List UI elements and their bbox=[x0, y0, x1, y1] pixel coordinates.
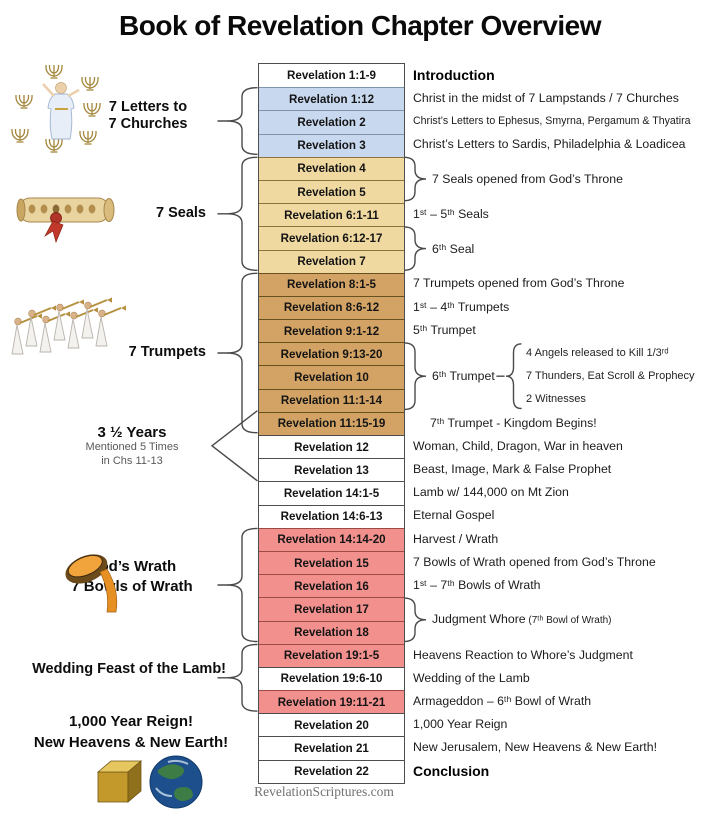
chapter-box: Revelation 8:6-12 bbox=[259, 295, 404, 320]
label-line: 7 Bowls of Wrath bbox=[71, 578, 193, 595]
chapter-box: Revelation 20 bbox=[259, 713, 404, 737]
chapter-box: Revelation 14:1-5 bbox=[259, 481, 404, 505]
chapter-box: Revelation 22 bbox=[259, 759, 404, 783]
chapter-box: Revelation 19:11-21 bbox=[259, 690, 404, 714]
chapter-note: Beast, Image, Mark & False Prophet bbox=[413, 462, 612, 476]
chapter-note: Wedding of the Lamb bbox=[413, 670, 530, 685]
chapter-box: Revelation 14:6-13 bbox=[259, 504, 404, 528]
christ-among-lampstands-image bbox=[11, 64, 101, 153]
chapter-box: Revelation 8:1-5 bbox=[259, 272, 404, 296]
chapter-note: Armageddon – 6ᵗʰ Bowl of Wrath bbox=[413, 694, 592, 708]
chapter-box: Revelation 11:15-19 bbox=[259, 411, 404, 435]
chapter-box: Revelation 21 bbox=[259, 736, 404, 760]
chapter-note: 4 Angels released to Kill 1/3ʳᵈ bbox=[526, 347, 669, 359]
chapter-note: Christ’s Letters to Sardis, Philadelphia… bbox=[413, 137, 686, 152]
chapter-note: Heavens Reaction to Whore’s Judgment bbox=[413, 647, 633, 662]
chapter-box: Revelation 2 bbox=[259, 110, 404, 134]
chapter-note: 6ᵗʰ Seal bbox=[432, 241, 475, 256]
chapter-note: 1ˢᵗ – 4ᵗʰ Trumpets bbox=[413, 299, 510, 314]
label-gods-wrath: God’s Wrath 7 Bowls of Wrath bbox=[38, 557, 226, 597]
label-line: New Heavens & New Earth! bbox=[33, 734, 229, 751]
chapter-note: 7 Thunders, Eat Scroll & Prophecy bbox=[526, 370, 695, 383]
label-1000-year-reign: 1,000 Year Reign! New Heavens & New Eart… bbox=[12, 711, 250, 753]
chapter-box: Revelation 16 bbox=[259, 574, 404, 598]
chapter-note: Woman, Child, Dragon, War in heaven bbox=[413, 438, 623, 453]
chapter-box: Revelation 14:14-20 bbox=[259, 527, 404, 551]
label-line: 1,000 Year Reign! bbox=[69, 713, 193, 730]
gold-cube-image bbox=[96, 760, 143, 803]
chapter-box: Revelation 19:1-5 bbox=[259, 643, 404, 667]
label-line: 7 Letters to bbox=[108, 99, 188, 115]
chapter-box: Revelation 7 bbox=[259, 249, 404, 273]
chapter-note: Harvest / Wrath bbox=[413, 531, 499, 546]
label-subline: in Chs 11-13 bbox=[101, 454, 163, 467]
chapter-note: 7ᵗʰ Trumpet - Kingdom Begins! bbox=[430, 415, 597, 430]
chapter-box: Revelation 10 bbox=[259, 365, 404, 389]
chapter-box: Revelation 6:12-17 bbox=[259, 226, 404, 250]
seven-trumpeters-image bbox=[11, 296, 127, 355]
sealed-scroll-image bbox=[16, 197, 115, 244]
chapter-note: 7 Bowls of Wrath opened from God’s Thron… bbox=[413, 554, 656, 569]
bowl-of-wrath-image bbox=[65, 554, 118, 613]
chapter-note: New Jerusalem, New Heavens & New Earth! bbox=[413, 740, 657, 755]
chapter-box: Revelation 9:13-20 bbox=[259, 342, 404, 366]
label-wedding-feast: Wedding Feast of the Lamb! bbox=[16, 661, 226, 678]
chapter-column: Revelation 1:1-9 Revelation 1:12 Revelatio… bbox=[258, 63, 405, 784]
chapter-note: Christ’s Letters to Ephesus, Smyrna, Per… bbox=[413, 115, 691, 127]
chapter-box: Revelation 18 bbox=[259, 620, 404, 644]
chapter-box: Revelation 11:1-14 bbox=[259, 388, 404, 412]
label-7-trumpets: 7 Trumpets bbox=[96, 344, 206, 361]
chapter-note: 6ᵗʰ Trumpet bbox=[432, 369, 495, 384]
chapter-box: Revelation 1:12 bbox=[259, 87, 404, 111]
chapter-note: 1ˢᵗ – 7ᵗʰ Bowls of Wrath bbox=[413, 578, 541, 592]
chapter-box: Revelation 3 bbox=[259, 133, 404, 157]
chapter-note: Christ in the midst of 7 Lampstands / 7 … bbox=[413, 90, 679, 105]
chapter-box: Revelation 12 bbox=[259, 435, 404, 459]
chapter-note: Eternal Gospel bbox=[413, 508, 495, 523]
chapter-box: Revelation 4 bbox=[259, 156, 404, 180]
chapter-box: Revelation 19:6-10 bbox=[259, 666, 404, 691]
chapter-note: Conclusion bbox=[413, 762, 490, 779]
label-line: 7 Churches bbox=[108, 116, 188, 132]
chapter-box: Revelation 6:1-11 bbox=[259, 203, 404, 227]
chapter-box: Revelation 13 bbox=[259, 458, 404, 482]
chapter-note: 7 Trumpets opened from God’s Throne bbox=[413, 276, 625, 291]
chapter-note: 7 Seals opened from God’s Throne bbox=[432, 172, 623, 186]
chapter-note: Judgment Whore (7ᵗʰ Bowl of Wrath) bbox=[432, 611, 612, 626]
label-line: Wedding Feast of the Lamb! bbox=[32, 661, 226, 677]
chapter-box: Revelation 1:1-9 bbox=[259, 64, 404, 88]
earth-globe-image bbox=[149, 755, 203, 809]
label-line: 7 Trumpets bbox=[128, 344, 206, 360]
chapter-box: Revelation 15 bbox=[259, 550, 404, 575]
label-line: God’s Wrath bbox=[87, 558, 177, 575]
watermark: RevelationScriptures.com bbox=[254, 784, 394, 799]
label-7-seals: 7 Seals bbox=[118, 205, 206, 222]
chapter-box: Revelation 9:1-12 bbox=[259, 319, 404, 343]
label-line: 7 Seals bbox=[156, 205, 206, 221]
chapter-box: Revelation 17 bbox=[259, 597, 404, 621]
label-subline: Mentioned 5 Times bbox=[85, 441, 179, 453]
label-three-and-half-years: 3 ½ Years Mentioned 5 Times in Chs 11-13 bbox=[56, 424, 208, 468]
chapter-note: 1,000 Year Reign bbox=[413, 717, 508, 732]
chapter-note: Lamb w/ 144,000 on Mt Zion bbox=[413, 485, 569, 500]
label-line: 3 ½ Years bbox=[97, 424, 167, 441]
chapter-box: Revelation 5 bbox=[259, 179, 404, 204]
chapter-note: Introduction bbox=[413, 66, 495, 83]
chapter-note: 5ᵗʰ Trumpet bbox=[413, 322, 476, 337]
label-7-letters-to-7-churches: 7 Letters to 7 Churches bbox=[88, 99, 208, 133]
page-title: Book of Revelation Chapter Overview bbox=[119, 10, 601, 41]
chapter-note: 2 Witnesses bbox=[526, 393, 586, 406]
chapter-note: 1ˢᵗ – 5ᵗʰ Seals bbox=[413, 206, 489, 221]
